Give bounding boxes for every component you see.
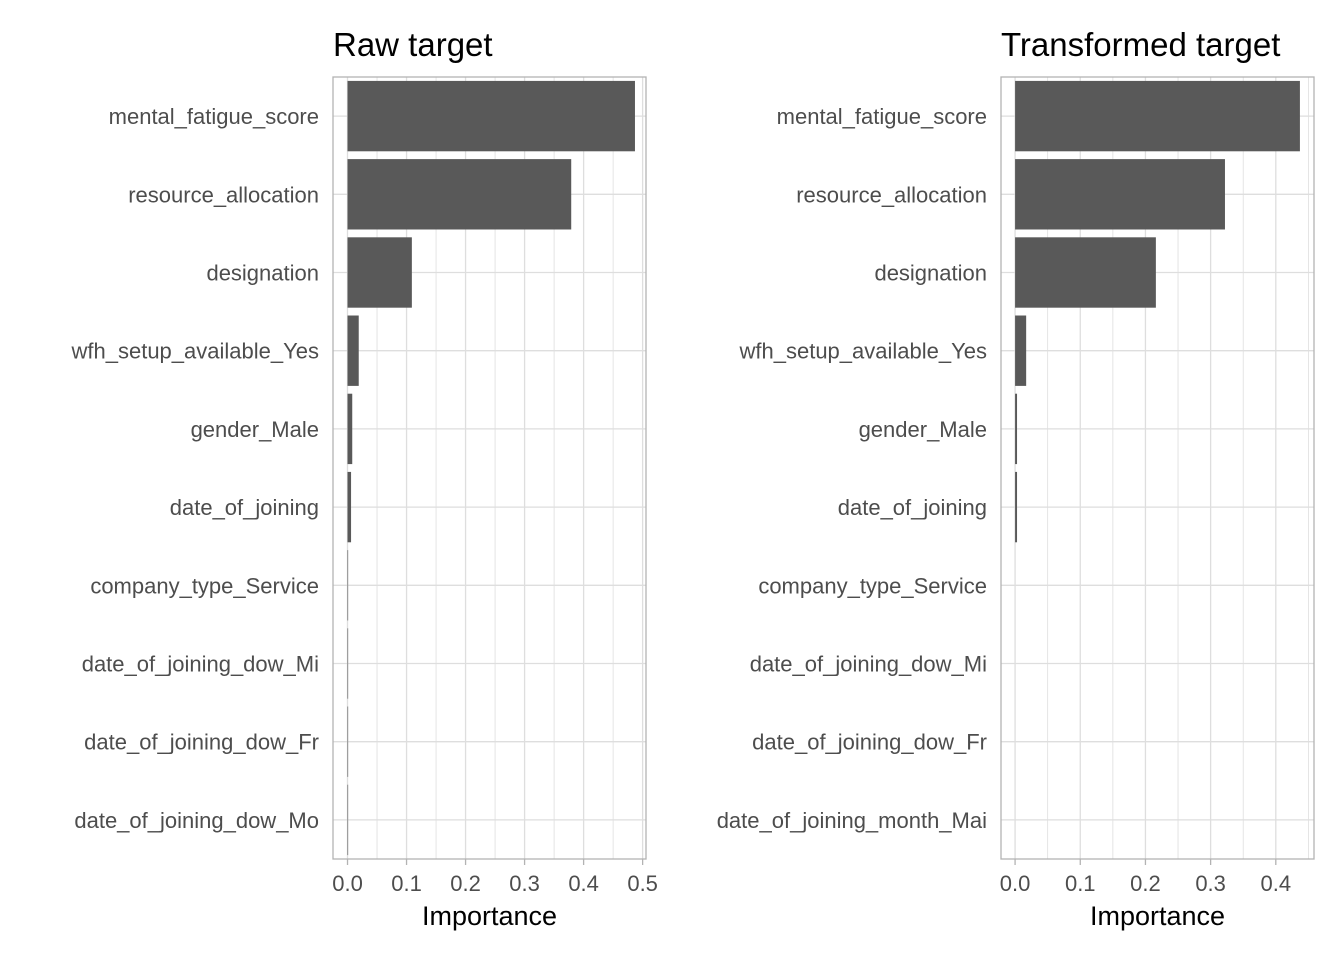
y-tick-label: wfh_setup_available_Yes xyxy=(71,339,320,364)
bar-designation xyxy=(347,237,412,308)
y-tick-label: resource_allocation xyxy=(796,182,987,207)
x-tick-label: 0.1 xyxy=(1065,871,1096,896)
y-tick-label: company_type_Service xyxy=(90,573,319,598)
x-tick-label: 0.4 xyxy=(1261,871,1292,896)
bar-date_of_joining xyxy=(1015,471,1018,543)
y-tick-label: wfh_setup_available_Yes xyxy=(739,339,988,364)
x-tick-label: 0.5 xyxy=(627,871,658,896)
x-tick-label: 0.4 xyxy=(568,871,599,896)
x-tick-label: 0.0 xyxy=(1000,871,1031,896)
bar-date_of_joining xyxy=(347,471,352,543)
x-tick-label: 0.0 xyxy=(332,871,363,896)
bar-date_of_joining_dow_Mi xyxy=(347,628,349,699)
bar-gender_Male xyxy=(1015,393,1018,465)
bar-resource_allocation xyxy=(1015,159,1225,230)
chart-title: Transformed target xyxy=(1001,26,1280,63)
y-tick-label: date_of_joining_month_Mai xyxy=(717,808,987,833)
panel-border xyxy=(1000,76,1315,860)
bar-designation xyxy=(1015,237,1156,308)
y-tick-label: gender_Male xyxy=(859,417,987,442)
y-tick-label: date_of_joining xyxy=(838,495,987,520)
x-tick-label: 0.2 xyxy=(1130,871,1161,896)
y-tick-label: date_of_joining_dow_Mo xyxy=(74,808,319,833)
x-axis-title: Importance xyxy=(1090,901,1225,931)
y-tick-label: company_type_Service xyxy=(758,573,987,598)
y-tick-label: date_of_joining xyxy=(170,495,319,520)
y-tick-label: mental_fatigue_score xyxy=(777,104,987,129)
bar-date_of_joining_dow_Mo xyxy=(347,784,349,856)
x-tick-label: 0.3 xyxy=(509,871,540,896)
y-tick-label: resource_allocation xyxy=(128,182,319,207)
panel-2: mental_fatigue_score resource_allocationd… xyxy=(717,26,1315,931)
y-tick-label: gender_Male xyxy=(191,417,319,442)
bar-resource_allocation xyxy=(347,159,572,230)
bar-wfh_setup_available_Yes xyxy=(347,315,359,386)
panel-border xyxy=(332,76,647,860)
y-tick-label: date_of_joining_dow_Fr xyxy=(752,730,987,755)
bar-mental_fatigue_score xyxy=(347,80,635,152)
bar-company_type_Service xyxy=(347,550,349,621)
x-tick-label: 0.3 xyxy=(1195,871,1226,896)
x-tick-label: 0.1 xyxy=(391,871,422,896)
y-tick-label: date_of_joining_dow_Mi xyxy=(750,652,987,677)
y-tick-label: designation xyxy=(206,261,319,286)
y-tick-label: date_of_joining_dow_Fr xyxy=(84,730,319,755)
chart-title: Raw target xyxy=(333,26,493,63)
y-tick-label: designation xyxy=(874,261,987,286)
panel-1: mental_fatigue_score resource_allocationd… xyxy=(71,26,658,931)
y-tick-label: date_of_joining_dow_Mi xyxy=(82,652,319,677)
bar-date_of_joining_dow_Fr xyxy=(347,706,349,777)
y-tick-label: mental_fatigue_score xyxy=(109,104,319,129)
bar-mental_fatigue_score xyxy=(1015,80,1300,152)
x-tick-label: 0.2 xyxy=(450,871,481,896)
bar-wfh_setup_available_Yes xyxy=(1015,315,1027,386)
bar-gender_Male xyxy=(347,393,353,465)
x-axis-title: Importance xyxy=(422,901,557,931)
